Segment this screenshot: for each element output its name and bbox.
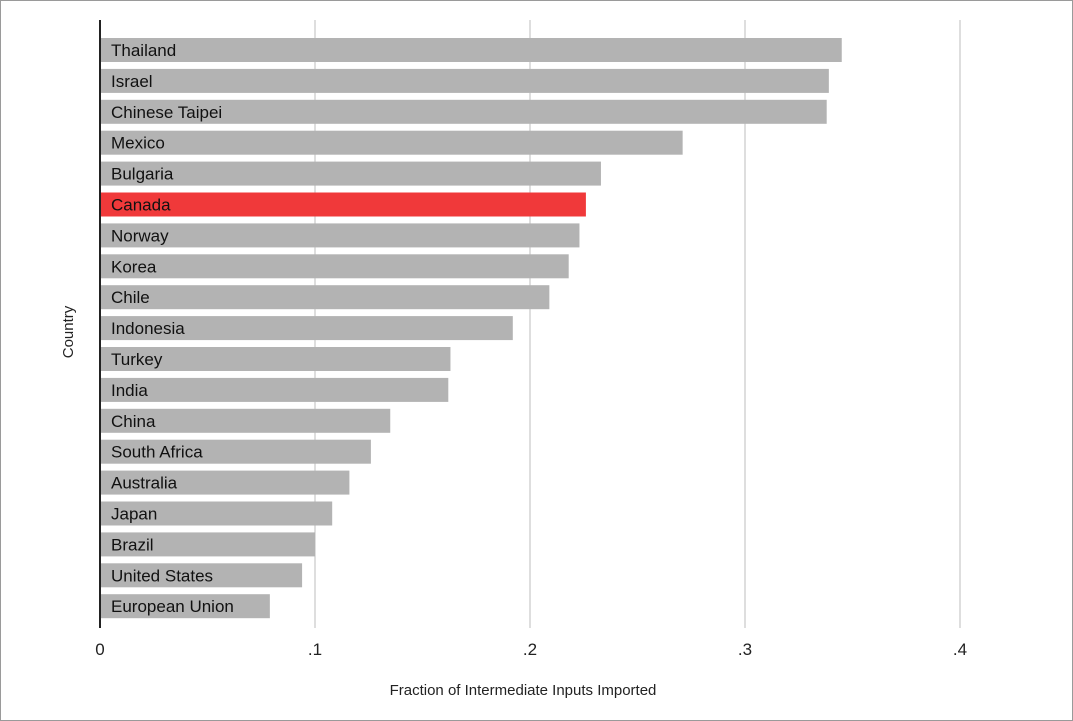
x-tick-label: .3 bbox=[738, 640, 752, 659]
bar-label: Korea bbox=[111, 257, 157, 276]
bar-label: Mexico bbox=[111, 134, 165, 153]
bar-china bbox=[100, 408, 391, 433]
bar-brazil bbox=[100, 532, 315, 557]
bar-chile bbox=[100, 285, 550, 310]
bar-norway bbox=[100, 223, 580, 248]
bar-label: Chile bbox=[111, 288, 150, 307]
bar-thailand bbox=[100, 38, 842, 62]
bar-india bbox=[100, 377, 449, 402]
bar-label: Thailand bbox=[111, 41, 176, 60]
bar-label: Norway bbox=[111, 226, 169, 245]
bar-australia bbox=[100, 470, 350, 495]
bar-label: European Union bbox=[111, 597, 234, 616]
bars: Thailand Israel Chinese Taipei Mexico Bulgar… bbox=[100, 38, 842, 619]
axes: 0 .1 .2 .3 .4 bbox=[95, 20, 967, 659]
bar-label: China bbox=[111, 412, 156, 431]
bar-label: Turkey bbox=[111, 350, 163, 369]
x-tick-label: .2 bbox=[523, 640, 537, 659]
y-axis-title: Country bbox=[60, 305, 77, 358]
bar-mexico bbox=[100, 130, 683, 155]
bar-chinese-taipei bbox=[100, 99, 827, 124]
bar-japan bbox=[100, 501, 333, 526]
bar-united-states bbox=[100, 563, 303, 588]
bar-label: Israel bbox=[111, 72, 153, 91]
bar-canada bbox=[100, 192, 586, 217]
bar-label: Australia bbox=[111, 474, 178, 493]
bar-south-africa bbox=[100, 439, 371, 464]
bar-label: South Africa bbox=[111, 443, 203, 462]
bar-indonesia bbox=[100, 316, 513, 341]
bar-label: Canada bbox=[111, 196, 171, 215]
bar-label: Chinese Taipei bbox=[111, 103, 222, 122]
bar-label: Japan bbox=[111, 505, 157, 524]
bar-european-union bbox=[100, 594, 270, 619]
bar-israel bbox=[100, 68, 829, 93]
x-tick-label: .1 bbox=[308, 640, 322, 659]
bar-bulgaria bbox=[100, 161, 601, 186]
bar-label: Brazil bbox=[111, 535, 154, 554]
x-tick-label: .4 bbox=[953, 640, 967, 659]
x-tick-label: 0 bbox=[95, 640, 104, 659]
bar-turkey bbox=[100, 347, 451, 371]
x-axis-title: Fraction of Intermediate Inputs Imported bbox=[390, 682, 657, 699]
bar-korea bbox=[100, 254, 569, 279]
bar-label: Indonesia bbox=[111, 319, 185, 338]
bar-label: United States bbox=[111, 566, 213, 585]
bar-label: India bbox=[111, 381, 148, 400]
bar-label: Bulgaria bbox=[111, 165, 174, 184]
